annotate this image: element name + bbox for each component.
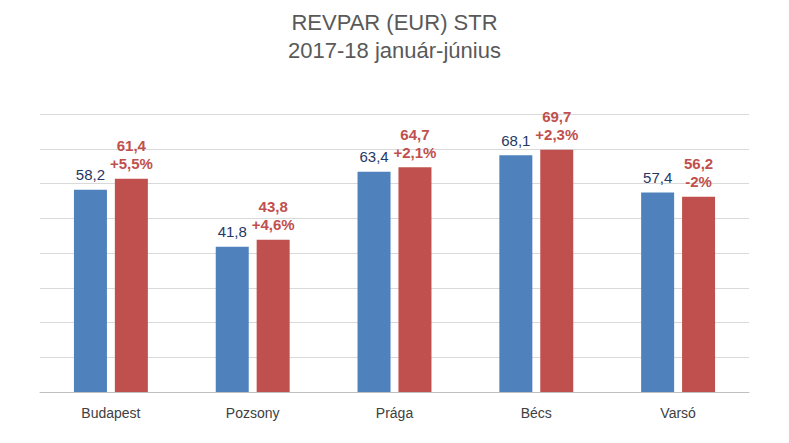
svg-text:Prága: Prága	[376, 405, 414, 421]
svg-text:41,8: 41,8	[218, 223, 247, 240]
svg-text:64,7: 64,7	[400, 126, 429, 143]
svg-text:+2,1%: +2,1%	[393, 144, 436, 161]
svg-text:+5,5%: +5,5%	[110, 155, 153, 172]
svg-text:61,4: 61,4	[117, 137, 147, 154]
svg-text:+4,6%: +4,6%	[252, 216, 295, 233]
svg-text:Pozsony: Pozsony	[226, 405, 280, 421]
svg-text:2017-18 január-június: 2017-18 január-június	[288, 38, 501, 63]
svg-text:Bécs: Bécs	[521, 405, 552, 421]
svg-text:43,8: 43,8	[259, 198, 288, 215]
svg-text:63,4: 63,4	[359, 148, 388, 165]
svg-text:68,1: 68,1	[501, 132, 530, 149]
svg-text:-2%: -2%	[685, 173, 712, 190]
svg-text:Budapest: Budapest	[81, 405, 140, 421]
svg-text:+2,3%: +2,3%	[535, 126, 578, 143]
svg-text:69,7: 69,7	[542, 108, 571, 125]
svg-text:REVPAR (EUR) STR: REVPAR (EUR) STR	[291, 10, 497, 35]
svg-text:58,2: 58,2	[76, 166, 105, 183]
svg-text:Varsó: Varsó	[660, 405, 696, 421]
svg-text:56,2: 56,2	[684, 155, 713, 172]
svg-text:57,4: 57,4	[643, 169, 672, 186]
